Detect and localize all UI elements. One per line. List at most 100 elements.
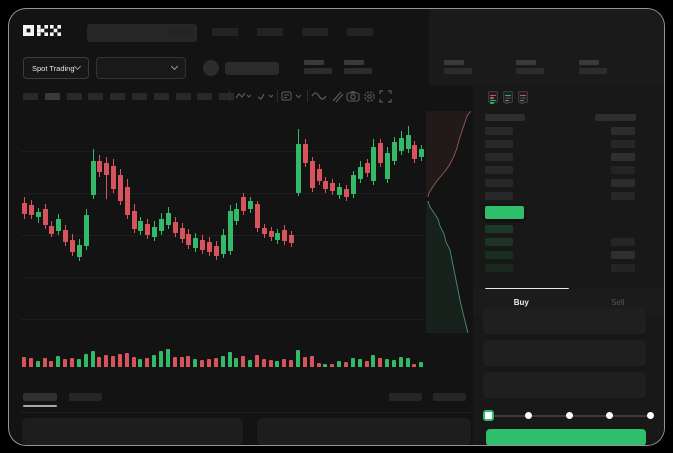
timeframe-placeholder[interactable] (153, 93, 169, 100)
bottom-tab-orders[interactable] (23, 393, 57, 401)
candle-body (316, 169, 322, 181)
book-combined-icon[interactable] (488, 91, 498, 104)
order-book-panel: Buy Sell (473, 85, 665, 445)
buy-submit-button[interactable] (486, 429, 646, 445)
volume-bar (35, 361, 40, 367)
price-input[interactable] (483, 308, 646, 334)
candle-body (63, 230, 69, 242)
ask-price-placeholder (485, 127, 513, 135)
volume-bar (165, 349, 170, 367)
ask-amount-placeholder (611, 179, 635, 187)
timeframe-placeholder[interactable] (88, 93, 104, 100)
camera-icon[interactable] (345, 89, 361, 103)
stat-group (579, 60, 607, 74)
bid-price-placeholder (485, 238, 513, 246)
volume-bar (412, 364, 417, 367)
stat-label-placeholder (516, 60, 536, 65)
volume-bar (254, 355, 259, 367)
stat-group (516, 60, 544, 74)
candle-body (159, 219, 164, 231)
nav-item-placeholder[interactable] (212, 28, 238, 36)
timeframe-placeholder[interactable] (219, 93, 235, 100)
volume-bar (419, 362, 424, 367)
volume-bar (398, 357, 403, 367)
candle-body (248, 201, 254, 209)
book-bids-icon[interactable] (503, 91, 513, 104)
bottom-divider (21, 412, 471, 413)
slider-stop-dot[interactable] (525, 412, 532, 419)
candle-body (275, 233, 281, 240)
slider-stop-dot[interactable] (565, 412, 573, 419)
pair-name-placeholder (225, 62, 279, 75)
volume-bar (206, 359, 211, 367)
settings-gear-icon[interactable] (361, 89, 377, 103)
market-type-dropdown[interactable]: Spot Trading (23, 57, 89, 79)
fullscreen-icon[interactable] (377, 89, 393, 103)
volume-bar (213, 358, 218, 367)
bottom-tab-history[interactable] (69, 393, 102, 401)
chart-type-icon[interactable] (257, 89, 273, 103)
candlestick-chart[interactable] (21, 109, 426, 337)
volume-bar (104, 355, 109, 367)
book-asks-icon[interactable] (518, 91, 528, 104)
timeframe-placeholder[interactable] (66, 93, 82, 100)
volume-bar (296, 350, 300, 367)
candle-body (302, 144, 308, 163)
slider-stop-dot[interactable] (646, 412, 654, 419)
candle-body (371, 147, 377, 181)
volume-bar (316, 363, 321, 367)
candle-body (323, 181, 329, 189)
indicators-icon[interactable] (311, 89, 327, 103)
timeframe-placeholder[interactable] (23, 93, 38, 100)
nav-item-placeholder[interactable] (257, 28, 283, 36)
okx-logo[interactable] (23, 25, 61, 37)
candle-body (138, 221, 144, 231)
nav-item-placeholder[interactable] (302, 28, 328, 36)
compare-icon[interactable] (281, 89, 303, 103)
volume-bar (241, 356, 246, 367)
volume-bar (350, 358, 355, 367)
drawing-tools-icon[interactable] (329, 89, 345, 103)
volume-bar (302, 357, 307, 367)
timeframe-placeholder[interactable] (132, 93, 147, 100)
candle-body (90, 161, 96, 195)
volume-bar (22, 357, 26, 367)
pair-selector-dropdown[interactable] (96, 57, 186, 79)
tab-sell[interactable]: Sell (570, 289, 665, 315)
timeframe-placeholder[interactable] (44, 93, 60, 100)
nav-item-placeholder[interactable] (347, 28, 373, 36)
candle-body (97, 161, 103, 172)
volume-bar (179, 357, 184, 367)
candle-body (289, 235, 295, 243)
volume-bar (261, 359, 266, 367)
ask-price-placeholder (485, 140, 513, 148)
ob-header-amount (595, 114, 636, 121)
stat-group (344, 60, 372, 74)
candle-body (282, 230, 288, 241)
timeframe-placeholder[interactable] (197, 93, 213, 100)
volume-bar (42, 358, 47, 367)
last-price-badge (485, 206, 524, 219)
timeframe-placeholder[interactable] (110, 93, 126, 100)
bottom-action-placeholder[interactable] (433, 393, 466, 401)
nav-item-placeholder[interactable] (167, 28, 193, 36)
candle-wick (106, 157, 108, 199)
stat-label-placeholder (579, 60, 599, 65)
amount-slider-handle[interactable] (483, 410, 494, 421)
total-input[interactable] (483, 372, 646, 398)
candle-style-icon[interactable] (235, 89, 251, 103)
amount-input[interactable] (483, 340, 646, 366)
bottom-action-placeholder[interactable] (389, 393, 422, 401)
candle-body (350, 175, 356, 194)
volume-bar (323, 364, 328, 367)
toolbar-divider (307, 90, 308, 102)
volume-bar (90, 351, 95, 367)
volume-bar (117, 354, 122, 367)
tab-buy[interactable]: Buy (473, 289, 570, 315)
stat-label-placeholder (444, 60, 464, 65)
slider-stop-dot[interactable] (606, 412, 613, 419)
timeframe-placeholder[interactable] (175, 93, 191, 100)
stat-value-placeholder (516, 68, 544, 74)
volume-bar (385, 359, 390, 367)
